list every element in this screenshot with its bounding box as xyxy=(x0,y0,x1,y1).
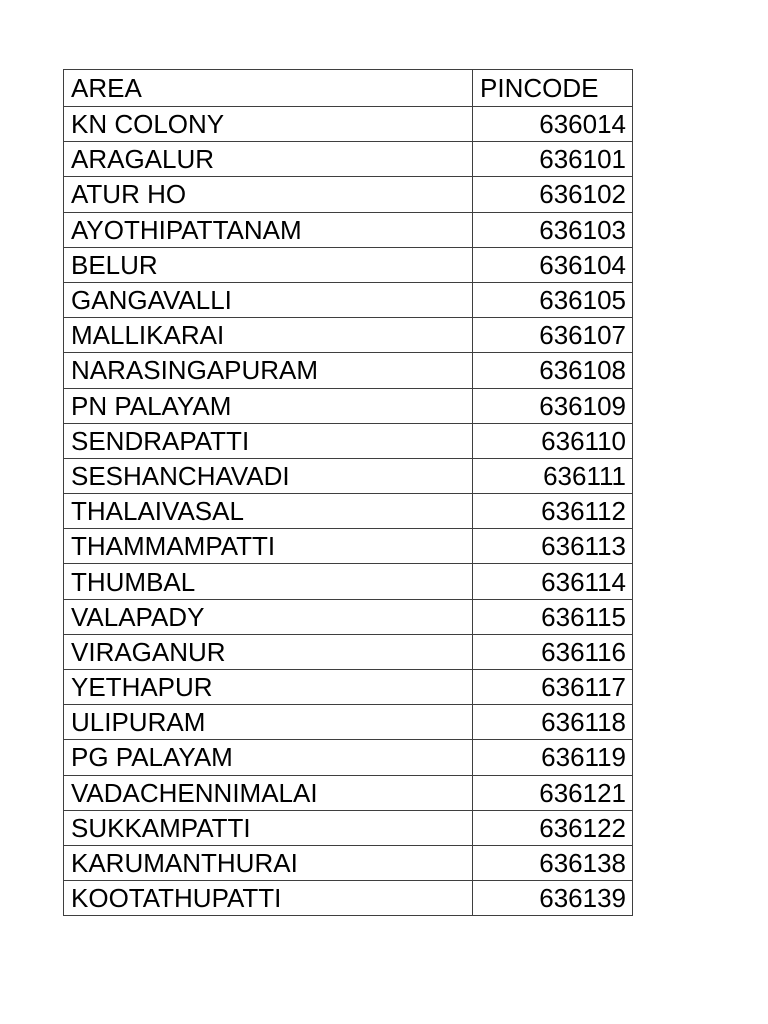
pincode-cell: 636112 xyxy=(472,493,633,530)
pincode-cell: 636103 xyxy=(472,211,633,248)
pincode-cell: 636115 xyxy=(472,598,633,635)
pincode-table: AREA PINCODE KN COLONY 636014 ARAGALUR 63610… xyxy=(63,69,633,917)
pincode-cell: 636107 xyxy=(472,317,633,354)
pincode-cell: 636139 xyxy=(472,880,633,917)
table-row: VADACHENNIMALAI 636121 xyxy=(63,774,633,811)
table-row: GANGAVALLI 636105 xyxy=(63,281,633,319)
table-row: SESHANCHAVADI 636111 xyxy=(63,457,633,495)
area-cell: KOOTATHUPATTI xyxy=(63,880,473,917)
area-cell: NARASINGAPURAM xyxy=(63,352,473,389)
area-cell: VADACHENNIMALAI xyxy=(63,774,473,811)
table-row: PN PALAYAM 636109 xyxy=(63,387,633,424)
area-cell: THAMMAMPATTI xyxy=(63,528,473,565)
area-cell: KN COLONY xyxy=(63,105,473,143)
pincode-cell: 636101 xyxy=(472,141,633,178)
area-cell: YETHAPUR xyxy=(63,668,473,706)
pincode-cell: 636108 xyxy=(472,352,633,389)
table-row: THAMMAMPATTI 636113 xyxy=(63,528,633,565)
table-row: SUKKAMPATTI 636122 xyxy=(63,809,633,846)
area-cell: PG PALAYAM xyxy=(63,739,473,776)
area-cell: ARAGALUR xyxy=(63,141,473,178)
pincode-cell: 636105 xyxy=(472,281,633,319)
column-header-area: AREA xyxy=(63,69,473,107)
table-row: NARASINGAPURAM 636108 xyxy=(63,352,633,389)
area-cell: SUKKAMPATTI xyxy=(63,809,473,846)
table-row: KN COLONY 636014 xyxy=(63,105,633,143)
area-cell: THALAIVASAL xyxy=(63,493,473,530)
table-row: VALAPADY 636115 xyxy=(63,598,633,635)
table-row: ULIPURAM 636118 xyxy=(63,704,633,741)
area-cell: VALAPADY xyxy=(63,598,473,635)
area-cell: MALLIKARAI xyxy=(63,317,473,354)
area-cell: VIRAGANUR xyxy=(63,633,473,671)
area-cell: GANGAVALLI xyxy=(63,281,473,319)
table-row: AYOTHIPATTANAM 636103 xyxy=(63,211,633,248)
pincode-cell: 636121 xyxy=(472,774,633,811)
area-cell: SESHANCHAVADI xyxy=(63,457,473,495)
table-row: BELUR 636104 xyxy=(63,246,633,283)
area-cell: ULIPURAM xyxy=(63,704,473,741)
area-cell: AYOTHIPATTANAM xyxy=(63,211,473,248)
area-cell: KARUMANTHURAI xyxy=(63,844,473,882)
area-cell: PN PALAYAM xyxy=(63,387,473,424)
table-row: VIRAGANUR 636116 xyxy=(63,633,633,671)
pincode-cell: 636116 xyxy=(472,633,633,671)
column-header-pincode: PINCODE xyxy=(472,69,633,107)
pincode-cell: 636111 xyxy=(472,457,633,495)
table-row: ATUR HO 636102 xyxy=(63,176,633,213)
table-row: KOOTATHUPATTI 636139 xyxy=(63,880,633,917)
table-header-row: AREA PINCODE xyxy=(63,69,633,107)
table-row: THUMBAL 636114 xyxy=(63,563,633,600)
pincode-cell: 636122 xyxy=(472,809,633,846)
pincode-cell: 636104 xyxy=(472,246,633,283)
table-row: YETHAPUR 636117 xyxy=(63,668,633,706)
table-row: SENDRAPATTI 636110 xyxy=(63,422,633,459)
pincode-cell: 636118 xyxy=(472,704,633,741)
area-cell: SENDRAPATTI xyxy=(63,422,473,459)
area-cell: BELUR xyxy=(63,246,473,283)
table-body: KN COLONY 636014 ARAGALUR 636101 ATUR HO 6361… xyxy=(63,105,633,917)
pincode-cell: 636119 xyxy=(472,739,633,776)
table-row: MALLIKARAI 636107 xyxy=(63,317,633,354)
table-row: KARUMANTHURAI 636138 xyxy=(63,844,633,882)
pincode-cell: 636114 xyxy=(472,563,633,600)
area-cell: THUMBAL xyxy=(63,563,473,600)
pincode-cell: 636113 xyxy=(472,528,633,565)
area-cell: ATUR HO xyxy=(63,176,473,213)
pincode-cell: 636102 xyxy=(472,176,633,213)
table-row: THALAIVASAL 636112 xyxy=(63,493,633,530)
pincode-cell: 636014 xyxy=(472,105,633,143)
pincode-cell: 636109 xyxy=(472,387,633,424)
table-row: ARAGALUR 636101 xyxy=(63,141,633,178)
table-row: PG PALAYAM 636119 xyxy=(63,739,633,776)
pincode-cell: 636117 xyxy=(472,668,633,706)
pincode-cell: 636138 xyxy=(472,844,633,882)
pincode-cell: 636110 xyxy=(472,422,633,459)
